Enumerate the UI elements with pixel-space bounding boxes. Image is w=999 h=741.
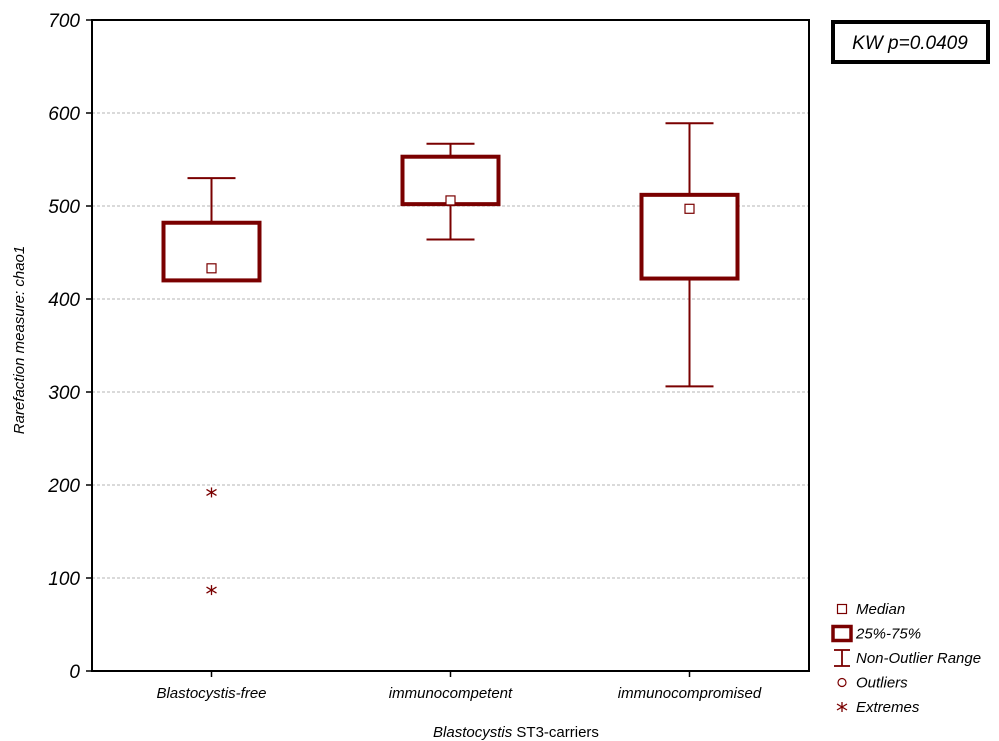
legend-item-median-square: Median [836,601,905,618]
plot-frame [91,19,810,672]
y-axis-label: Rarefaction measure: chao1 [11,246,28,434]
asterisk-stroke [206,586,217,594]
y-tick-label: 500 [48,197,80,218]
legend-box-icon [831,624,853,643]
x-category-label: immunocompromised [618,685,762,702]
legend-label: Extremes [856,699,920,716]
legend: Median 25%-75% Non-Outlier Range Outliers Ex… [831,601,981,716]
legend-label: Median [856,601,905,618]
box-2 [400,142,501,241]
median-marker [684,203,695,214]
y-tick-label: 700 [48,11,80,32]
y-tick-label: 300 [48,383,80,404]
asterisk-stroke [836,703,848,711]
asterisk-stroke [206,488,217,496]
legend-outlier-icon [837,677,847,688]
legend-label: Non-Outlier Range [856,650,981,667]
legend-item-whisker: Non-Outlier Range [834,649,981,667]
y-tick-label: 100 [48,569,80,590]
legend-label: Outliers [856,675,908,692]
y-tick-label: 200 [47,476,80,497]
x-category-label: immunocompetent [389,685,513,702]
extreme-marker [206,585,217,596]
box-series [161,122,740,596]
legend-item-circle: Outliers [837,675,908,692]
legend-item-box: 25%-75% [831,624,921,643]
x-axis-label-rest: ST3-carriers [512,724,599,741]
extreme-marker [206,487,217,498]
x-axis-label-italic: Blastocystis [433,724,513,741]
legend-median-icon [836,603,848,615]
x-category-label: Blastocystis-free [156,685,266,702]
iqr-box [639,192,740,281]
legend-label: 25%-75% [855,626,921,643]
median-marker [445,195,456,206]
y-axis-ticks: 0 100 200 300 400 500 600 700 [47,11,92,683]
y-tick-label: 600 [48,104,80,125]
annotation-box: KW p=0.0409 [831,20,990,64]
y-tick-label: 0 [69,662,80,683]
x-axis-categories: Blastocystis-free immunocompetent immunoco… [156,671,762,702]
median-marker [206,263,217,274]
x-axis-label: Blastocystis ST3-carriers [433,724,599,741]
box-3 [639,122,740,388]
y-tick-label: 400 [48,290,80,311]
legend-item-asterisk: Extremes [836,699,920,716]
legend-extreme-icon [836,702,848,712]
box-1 [161,177,262,596]
annotation-text: KW p=0.0409 [852,33,968,54]
